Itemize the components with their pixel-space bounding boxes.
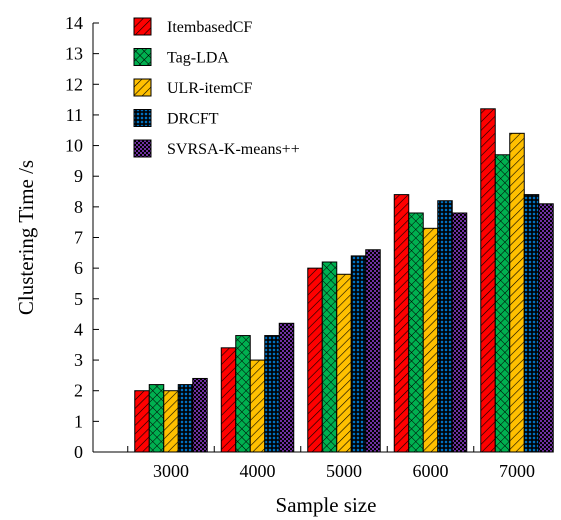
y-tick-label: 2 (74, 381, 83, 401)
legend-label: SVRSA-K-means++ (167, 141, 300, 158)
y-tick-label: 0 (74, 442, 83, 462)
bar-tag-lda-7000 (494, 154, 511, 453)
legend: ItembasedCF Tag-LDA ULR-itemCF DRCFT SVRSA-K… (133, 17, 300, 158)
bar-itembasedcf-7000 (480, 108, 496, 453)
bar-svrsa-k-means--5000 (365, 249, 381, 453)
bar-svrsa-k-means--4000 (278, 322, 295, 453)
bar-tag-lda-4000 (235, 335, 251, 453)
bar-drcft-7000 (523, 194, 540, 453)
bar-tag-lda-6000 (408, 212, 424, 453)
bar-itembasedcf-6000 (393, 194, 410, 453)
bar-ulr-itemcf-5000 (336, 273, 352, 453)
legend-swatch (133, 17, 152, 36)
bar-ulr-itemcf-6000 (422, 227, 439, 453)
legend-label: ULR-itemCF (167, 80, 252, 97)
bar-drcft-4000 (264, 335, 280, 453)
y-axis-label: Clustering Time /s (14, 160, 38, 315)
y-tick-label: 4 (74, 319, 83, 339)
bars-group (134, 108, 554, 453)
bar-ulr-itemcf-7000 (509, 132, 525, 453)
x-tick-label: 4000 (240, 461, 276, 481)
y-tick-label: 14 (65, 13, 83, 33)
y-tick-label: 5 (74, 289, 83, 309)
y-tick-label: 8 (74, 197, 83, 217)
y-tick-label: 12 (65, 74, 83, 94)
bar-drcft-6000 (437, 200, 453, 453)
bar-ulr-itemcf-3000 (163, 390, 179, 453)
y-tick-label: 3 (74, 350, 83, 370)
legend-swatch (133, 109, 152, 127)
bar-svrsa-k-means--3000 (192, 377, 208, 453)
legend-swatch (133, 78, 152, 97)
legend-label: ItembasedCF (167, 19, 252, 36)
y-tick-label: 6 (74, 258, 83, 278)
x-axis-label: Sample size (276, 493, 377, 517)
bar-svrsa-k-means--7000 (538, 203, 554, 453)
y-tick-label: 9 (74, 166, 83, 186)
bar-tag-lda-5000 (321, 261, 338, 453)
bar-itembasedcf-3000 (134, 390, 150, 453)
x-tick-label: 3000 (153, 461, 189, 481)
y-tick-label: 7 (74, 228, 83, 248)
bar-drcft-5000 (350, 255, 367, 453)
y-tick-label: 11 (66, 105, 83, 125)
legend-swatch (133, 139, 152, 158)
legend-label: DRCFT (167, 111, 219, 128)
y-tick-label: 10 (65, 136, 83, 156)
x-tick-label: 6000 (413, 461, 449, 481)
y-tick-label: 1 (74, 411, 83, 431)
legend-label: Tag-LDA (167, 50, 229, 67)
bar-svrsa-k-means--6000 (451, 212, 468, 453)
y-tick-label: 13 (65, 44, 83, 64)
bar-drcft-3000 (177, 384, 194, 453)
x-tick-label: 7000 (499, 461, 535, 481)
x-tick-label: 5000 (326, 461, 362, 481)
bar-itembasedcf-5000 (307, 267, 323, 453)
bar-ulr-itemcf-4000 (249, 359, 266, 453)
bar-tag-lda-3000 (148, 384, 165, 453)
legend-swatch (133, 48, 152, 66)
bar-itembasedcf-4000 (220, 347, 237, 453)
